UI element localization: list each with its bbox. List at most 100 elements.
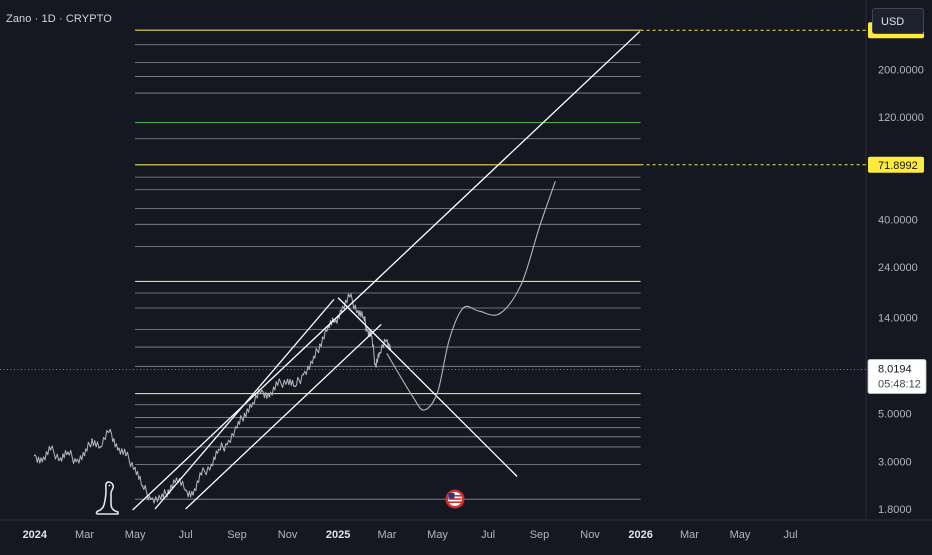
price-point-20 — [200, 473, 203, 476]
y-tick-label-6: 5.0000 — [878, 409, 912, 421]
projection-point-5 — [462, 307, 464, 309]
price-point-32 — [302, 373, 305, 376]
x-tick-label-7: Mar — [378, 529, 397, 541]
x-tick-label-9: Jul — [481, 529, 495, 541]
price-point-38 — [348, 295, 351, 298]
x-axis[interactable]: 2024 Mar May Jul Sep Nov 2025 Mar May Jul Sep Nov 20… — [23, 529, 798, 541]
x-tick-label-10: Sep — [530, 529, 550, 541]
x-tick-label-11: Nov — [580, 529, 600, 541]
price-point-45 — [386, 339, 388, 341]
tradingview-dino-icon[interactable] — [94, 480, 120, 516]
x-tick-label-3: Jul — [179, 529, 193, 541]
price-point-17 — [175, 477, 178, 480]
price-point-11 — [125, 454, 127, 457]
trend-line-3 — [337, 297, 518, 477]
y-tick-label-3: 40.0000 — [878, 215, 918, 227]
price-point-13 — [141, 485, 144, 488]
y-tick-label-1: 200.0000 — [878, 64, 924, 76]
x-tick-label-0: 2024 — [23, 529, 48, 541]
price-point-26 — [251, 402, 254, 404]
current-price-badge — [867, 359, 927, 394]
price-series — [33, 293, 392, 504]
x-tick-label-4: Sep — [227, 529, 247, 541]
x-tick-label-14: May — [730, 529, 751, 541]
trend-lines — [132, 30, 641, 511]
price-point-21 — [210, 463, 213, 466]
us-flag-event-icon[interactable] — [445, 489, 465, 509]
price-point-12 — [134, 466, 136, 469]
projection-point-9 — [538, 226, 541, 228]
x-tick-label-6: 2025 — [326, 529, 350, 541]
price-point-29 — [276, 384, 279, 386]
y-tick-label-2: 120.0000 — [878, 112, 924, 124]
price-point-28 — [268, 395, 271, 398]
price-point-14 — [149, 498, 152, 501]
price-point-1 — [41, 460, 44, 463]
price-point-15 — [159, 498, 162, 501]
projection-point-4 — [448, 339, 450, 341]
current-price-label: 8.0194 — [878, 364, 912, 376]
price-point-27 — [260, 389, 263, 392]
price-point-10 — [116, 448, 119, 451]
price-point-36 — [333, 320, 336, 323]
price-point-37 — [340, 310, 343, 312]
current-price-countdown: 05:48:12 — [878, 379, 921, 391]
price-point-24 — [236, 426, 238, 429]
price-point-42 — [370, 334, 373, 337]
y-tick-label-4: 24.0000 — [878, 262, 918, 274]
x-tick-label-2: May — [125, 529, 146, 541]
price-point-30 — [286, 378, 289, 381]
x-tick-label-12: 2026 — [628, 529, 652, 541]
x-tick-label-8: May — [427, 529, 448, 541]
price-point-22 — [217, 448, 220, 451]
projection-series — [386, 181, 556, 411]
trend-line-2 — [185, 323, 382, 510]
y-tick-label-5: 14.0000 — [878, 313, 918, 325]
price-point-5 — [75, 460, 78, 463]
chart-title: Zano · 1D · CRYPTO — [6, 13, 112, 25]
price-line — [34, 293, 391, 504]
currency-button[interactable]: USD — [872, 8, 924, 34]
x-tick-label-1: Mar — [75, 529, 94, 541]
price-point-16 — [167, 489, 170, 492]
price-point-0 — [33, 454, 36, 457]
price-point-19 — [192, 493, 194, 496]
price-point-6 — [83, 454, 86, 457]
projection-point-6 — [478, 310, 480, 312]
price-point-34 — [318, 343, 321, 346]
price-point-41 — [366, 329, 369, 332]
y-axis[interactable]: 350.0000200.0000120.000040.000024.000014… — [867, 12, 927, 516]
horizontal-levels — [135, 29, 866, 500]
projection-point-10 — [554, 181, 556, 183]
price-point-43 — [374, 363, 377, 365]
x-tick-label-13: Mar — [680, 529, 699, 541]
price-point-25 — [243, 412, 246, 415]
projection-point-2 — [423, 409, 425, 411]
projection-point-1 — [412, 396, 414, 398]
level-badge-label-1: 71.8992 — [878, 160, 918, 172]
y-tick-label-7: 3.0000 — [878, 456, 912, 468]
projection-path — [386, 181, 556, 411]
projection-point-7 — [499, 312, 501, 315]
projection-point-8 — [520, 283, 522, 285]
y-tick-label-8: 1.8000 — [878, 504, 912, 516]
x-tick-label-5: Nov — [278, 529, 298, 541]
price-point-33 — [311, 362, 314, 364]
price-point-9 — [109, 429, 112, 431]
level-badge-1 — [868, 156, 924, 173]
trend-line-1 — [154, 298, 335, 510]
price-point-18 — [184, 489, 187, 492]
price-point-4 — [67, 451, 69, 454]
price-point-44 — [378, 351, 381, 354]
price-point-23 — [226, 443, 228, 446]
price-point-31 — [294, 385, 296, 388]
trend-line-0 — [132, 30, 641, 511]
price-point-7 — [91, 438, 93, 441]
price-point-3 — [59, 457, 62, 460]
projection-point-3 — [436, 391, 439, 393]
price-point-2 — [49, 448, 52, 451]
price-point-39 — [357, 310, 359, 312]
x-tick-label-15: Jul — [784, 529, 798, 541]
